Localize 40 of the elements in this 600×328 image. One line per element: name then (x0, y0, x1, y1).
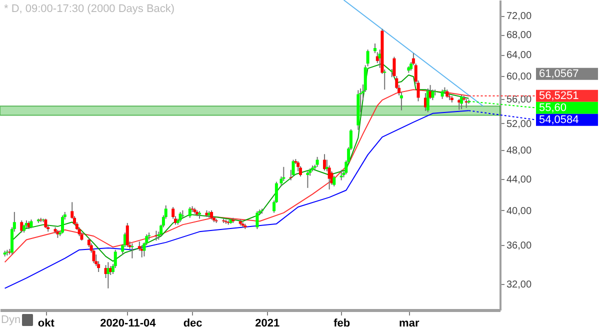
y-tick-label: 64,00 (506, 50, 532, 62)
candlestick (332, 175, 336, 187)
x-tick-label: 2020-11-04 (100, 318, 157, 328)
candlestick (323, 154, 326, 172)
y-tick-label: 48,00 (506, 145, 532, 156)
text: Dyn (1, 314, 21, 326)
x-tick-label: 2021 (255, 318, 280, 328)
candlestick (126, 222, 129, 248)
x-tick-label: okt (38, 318, 55, 328)
annotation: 54,0584 (539, 114, 579, 126)
y-tick-label: 36,00 (506, 240, 532, 252)
candlestick (256, 210, 259, 230)
candlestick (178, 211, 182, 223)
text: 61,0567 (539, 68, 579, 80)
candlestick (130, 242, 134, 259)
y-tick-label: 68,00 (506, 30, 532, 42)
y-tick-label: 56,00 (506, 94, 532, 106)
x-tick-label: dec (183, 318, 202, 328)
candlestick (340, 169, 343, 181)
y-tick-label: 44,00 (506, 174, 532, 186)
candlestick (431, 89, 434, 101)
candlestick (61, 214, 64, 234)
annotation: 55,60 (539, 102, 567, 114)
x-tick-label: feb (334, 318, 350, 328)
annotation: 56,5251 (539, 90, 579, 102)
y-tick-label: 40,00 (506, 206, 532, 217)
y-tick-label: 60,00 (506, 72, 532, 83)
candlestick (292, 159, 295, 178)
candlestick (188, 206, 192, 218)
y-tick-label: 52,00 (506, 118, 532, 130)
candlestick (20, 220, 24, 234)
chart-title: * D, 09:00-17:30 (2000 Days Back) (4, 3, 175, 15)
y-tick-label: 72,00 (506, 11, 532, 22)
candlestick (316, 156, 319, 168)
x-tick-label: mar (399, 318, 420, 328)
candlestick (44, 218, 48, 229)
candlestick (426, 88, 430, 113)
candlestick (210, 210, 214, 220)
candlestick (440, 89, 444, 100)
y-tick-label: 32,00 (506, 280, 532, 291)
